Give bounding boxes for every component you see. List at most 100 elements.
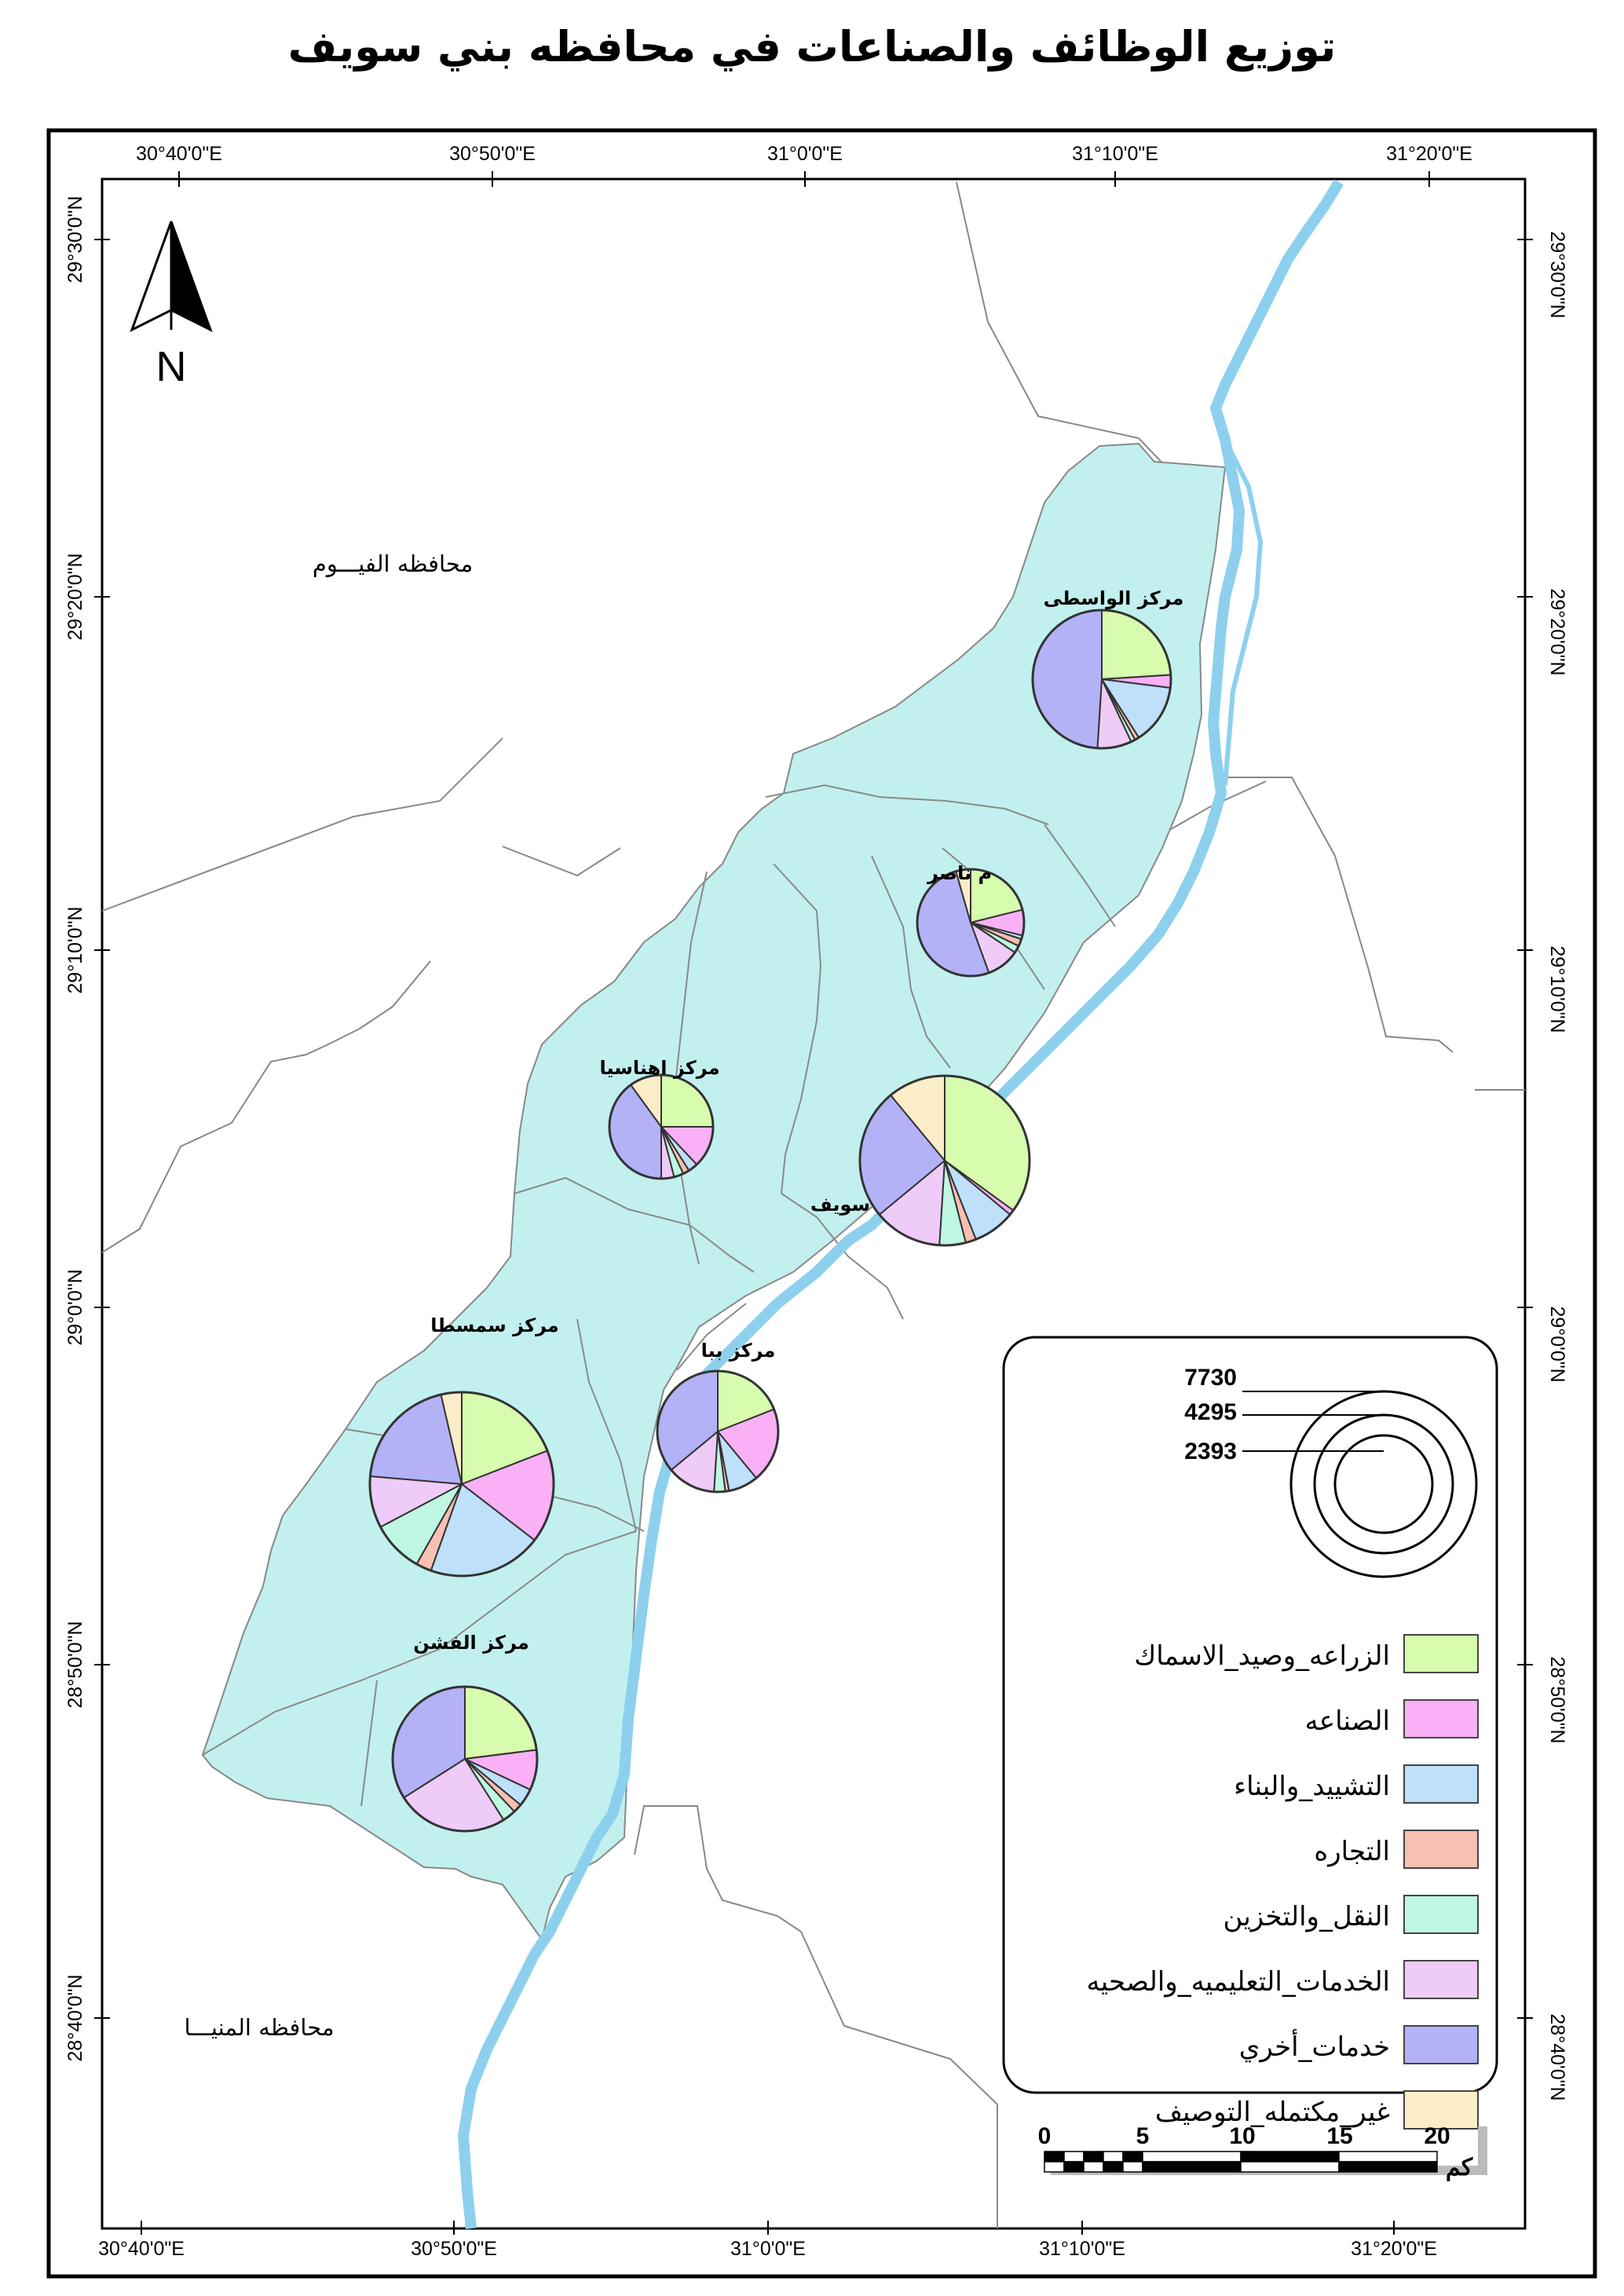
pie-outline: [858, 1074, 1031, 1247]
scale-segment: [1240, 2151, 1340, 2163]
pie-outline: [916, 868, 1026, 978]
scale-bar-shadow-side: [1478, 2126, 1487, 2175]
north-letter: N: [156, 343, 187, 390]
size-label-medium: 4295: [1184, 1399, 1237, 1425]
map-title: توزيع الوظائف والصناعات في محافظه بني سو…: [287, 22, 1337, 71]
north-arrow-icon: N: [130, 221, 213, 390]
scale-bar-segments: [1044, 2151, 1438, 2173]
legend-swatch: [1403, 1699, 1479, 1738]
lat-right-4: 29°0'0"N: [1546, 1306, 1568, 1382]
lon-labels-top: 30°40'0"E 30°50'0"E 31°0'0"E 31°10'0"E 3…: [136, 143, 1472, 165]
lon-top-1: 30°40'0"E: [136, 143, 222, 165]
lat-right-1: 29°30'0"N: [1546, 231, 1568, 318]
legend-swatch: [1403, 1830, 1479, 1869]
scale-segment: [1083, 2151, 1104, 2163]
scale-segment: [1142, 2151, 1242, 2163]
category-legend: الزراعه_وصيد_الاسماك الصناعه التشييد_والبن…: [1087, 1634, 1479, 2130]
legend-label: الخدمات_التعليميه_والصحيه: [1087, 1966, 1390, 1998]
pie-outline: [608, 1073, 715, 1180]
size-label-large: 7730: [1184, 1365, 1237, 1391]
legend-label: غير_مكتمله_التوصيف: [1155, 2097, 1390, 2128]
legend-label: النقل_والتخزين: [1223, 1901, 1390, 1932]
scale-tick-10: 10: [1229, 2123, 1255, 2149]
lon-top-3: 31°0'0"E: [767, 143, 843, 165]
lat-right-6: 28°40'0"N: [1546, 2013, 1568, 2100]
lat-left-3: 29°10'0"N: [64, 906, 86, 993]
lat-left-4: 29°0'0"N: [64, 1269, 86, 1345]
legend-swatch: [1403, 2090, 1479, 2130]
fayoum-label: محافظه الفيـــوم: [313, 550, 473, 577]
lat-left-5: 28°50'0"N: [64, 1621, 86, 1708]
size-circle-small: [1333, 1434, 1434, 1534]
scale-segment: [1044, 2161, 1065, 2173]
lon-top-5: 31°20'0"E: [1386, 143, 1472, 165]
scale-segment: [1103, 2161, 1124, 2173]
lat-right-2: 29°20'0"N: [1546, 588, 1568, 675]
lat-left-1: 29°30'0"N: [64, 196, 86, 283]
lon-ticks-bottom: [141, 2221, 1395, 2235]
legend-swatch: [1403, 1895, 1479, 1934]
district-label-fashn: مركز الفشن: [413, 1632, 529, 1654]
legend-label: التشييد_والبناء: [1234, 1771, 1390, 1802]
lon-bottom-2: 30°50'0"E: [411, 2238, 497, 2260]
legend: 7730 4295 2393 الزراعه_وصيد_الاسماك الصنا…: [1002, 1336, 1498, 2130]
lon-bottom-5: 31°20'0"E: [1351, 2238, 1437, 2260]
lat-ticks-left: [94, 239, 110, 2019]
lat-right-5: 28°50'0"N: [1546, 1656, 1568, 1743]
scale-tick-20: 20: [1424, 2123, 1450, 2149]
district-label-somosta: مركز سمسطا: [430, 1314, 559, 1336]
district-label-benisuef: سويف: [810, 1194, 870, 1216]
scale-segment: [1142, 2161, 1242, 2173]
lat-left-2: 29°20'0"N: [64, 553, 86, 640]
scale-segment: [1122, 2161, 1143, 2173]
scale-segment: [1338, 2151, 1438, 2163]
lat-left-6: 28°40'0"N: [64, 1974, 86, 2061]
scale-segment: [1083, 2161, 1104, 2173]
lat-labels-left: 29°30'0"N 29°20'0"N 29°10'0"N 29°0'0"N 2…: [64, 196, 86, 2061]
scale-segment: [1063, 2161, 1084, 2173]
pie-outline: [656, 1369, 780, 1493]
size-label-small: 2393: [1184, 1439, 1237, 1464]
legend-label: الزراعه_وصيد_الاسماك: [1134, 1640, 1390, 1672]
legend-label: التجاره: [1314, 1836, 1390, 1867]
scale-segment: [1063, 2151, 1084, 2163]
scale-segment: [1044, 2151, 1065, 2163]
lon-bottom-1: 30°40'0"E: [98, 2238, 185, 2260]
lat-labels-right: 29°30'0"N 29°20'0"N 29°10'0"N 29°0'0"N 2…: [1546, 231, 1568, 2100]
scale-segment: [1338, 2161, 1438, 2173]
legend-swatch: [1403, 1764, 1479, 1804]
scale-tick-0: 0: [1038, 2123, 1052, 2149]
legend-swatch: [1403, 1634, 1479, 1673]
scale-tick-5: 5: [1136, 2123, 1150, 2149]
legend-label: الصناعه: [1305, 1706, 1390, 1737]
nile-channel: [1223, 438, 1264, 786]
district-labels: مركز الواسطى م ناصر مركز اهناسيا سويف مر…: [413, 587, 1183, 1654]
district-label-naser: م ناصر: [927, 862, 992, 884]
legend-swatch: [1403, 2025, 1479, 2064]
scale-tick-15: 15: [1326, 2123, 1352, 2149]
legend-swatch: [1403, 1960, 1479, 1999]
size-legend: [1242, 1390, 1478, 1578]
scale-segment: [1122, 2151, 1143, 2163]
minya-label: محافظه المنيـــا: [185, 2014, 335, 2041]
neighbour-borders: [101, 181, 1525, 2228]
scale-unit: كم: [1446, 2155, 1473, 2181]
pie-outline: [1031, 609, 1172, 750]
district-label-ehnasia: مركز اهناسيا: [599, 1057, 719, 1079]
lon-labels-bottom: 30°40'0"E 30°50'0"E 31°0'0"E 31°10'0"E 3…: [98, 2238, 1437, 2260]
scale-bar: 0 5 10 15 20 كم: [1038, 2123, 1487, 2181]
lat-right-3: 29°10'0"N: [1546, 945, 1568, 1033]
lon-bottom-3: 31°0'0"E: [730, 2238, 806, 2260]
pie-charts: [368, 609, 1172, 1833]
lon-bottom-4: 31°10'0"E: [1039, 2238, 1125, 2260]
lon-top-4: 31°10'0"E: [1072, 143, 1158, 165]
district-label-wasta: مركز الواسطى: [1044, 587, 1184, 609]
pie-outline: [391, 1685, 539, 1833]
district-label-beba: مركز ببا: [701, 1340, 776, 1362]
legend-box: [1002, 1336, 1498, 2094]
lon-ticks-top: [178, 171, 1430, 187]
scale-segment: [1103, 2151, 1124, 2163]
lon-top-2: 30°50'0"E: [449, 143, 536, 165]
scale-segment: [1240, 2161, 1340, 2173]
